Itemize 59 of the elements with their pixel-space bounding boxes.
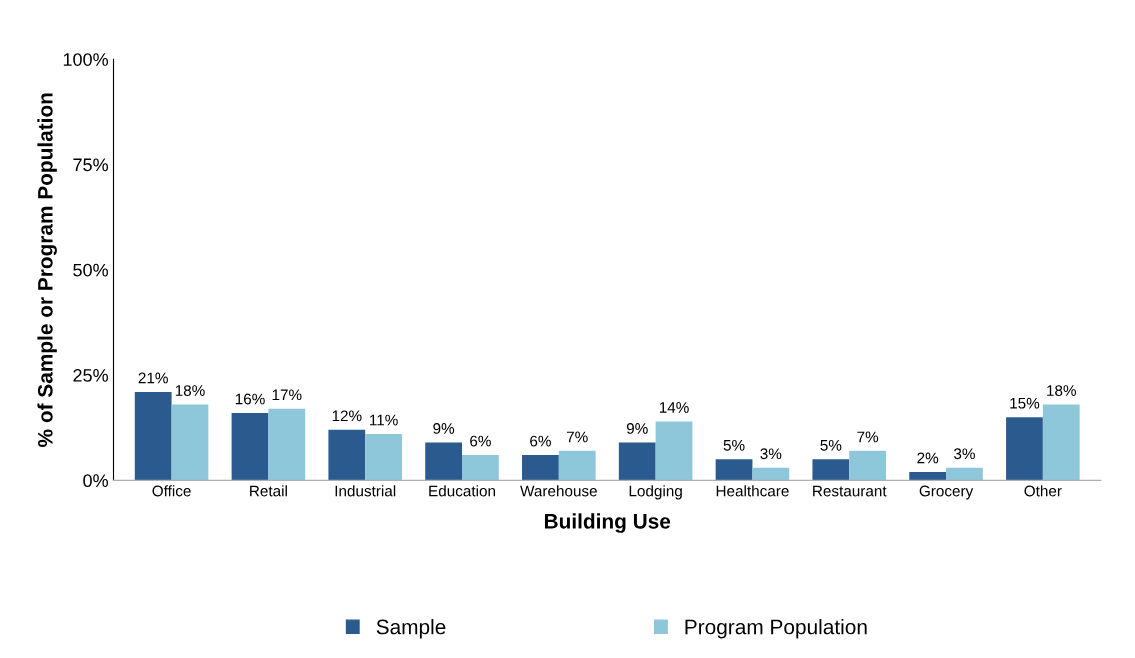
data-label: 14% <box>659 402 689 413</box>
bar <box>462 455 499 481</box>
y-tick-label: 25% <box>73 368 108 382</box>
x-axis-title: Building Use <box>544 513 671 533</box>
bar <box>655 421 693 481</box>
data-label: 7% <box>566 431 588 443</box>
bar <box>909 471 947 481</box>
x-tick-label: Office <box>152 485 191 497</box>
x-tick-label: Retail <box>250 485 287 497</box>
bar <box>268 408 306 481</box>
x-tick-label: Education <box>429 485 495 497</box>
bar <box>365 434 402 481</box>
legend-label: Sample <box>376 619 446 639</box>
bar <box>558 450 596 481</box>
x-tick-label: Restaurant <box>813 485 887 497</box>
data-label: 6% <box>530 435 551 447</box>
data-label: 3% <box>953 448 975 460</box>
bar <box>618 442 656 481</box>
data-label: 5% <box>820 439 842 451</box>
data-label: 11% <box>370 414 398 426</box>
data-label: 18% <box>1047 385 1076 396</box>
y-axis-title: % of Sample or Program Population <box>37 93 57 447</box>
y-tick-label: 100% <box>63 53 108 66</box>
x-tick-label: Lodging <box>629 485 682 500</box>
data-label: 9% <box>626 423 648 434</box>
bar <box>1006 417 1043 481</box>
data-label: 18% <box>175 385 205 396</box>
data-label: 3% <box>760 448 782 460</box>
x-tick-label: Other <box>1024 485 1062 497</box>
bar <box>134 391 172 481</box>
bar <box>715 459 753 481</box>
bar <box>752 467 790 481</box>
x-tick-label: Healthcare <box>716 485 789 497</box>
bar <box>231 412 269 481</box>
y-tick-label: 50% <box>73 263 108 277</box>
bar <box>425 442 463 481</box>
data-label: 12% <box>332 410 362 422</box>
x-tick-label: Grocery <box>919 485 974 500</box>
y-tick-label: 0% <box>83 474 108 488</box>
data-label: 17% <box>272 389 302 401</box>
x-tick-label: Warehouse <box>520 485 597 497</box>
bar <box>849 450 887 481</box>
bar <box>812 459 850 481</box>
bar <box>522 455 559 481</box>
data-label: 6% <box>470 435 491 447</box>
data-label: 5% <box>723 439 745 451</box>
data-label: 2% <box>917 452 939 464</box>
x-tick-label: Industrial <box>335 485 396 497</box>
legend-label: Program Population <box>685 619 867 639</box>
data-label: 7% <box>857 431 879 443</box>
data-label: 15% <box>1010 397 1040 409</box>
bar <box>1042 404 1080 481</box>
bar <box>946 467 983 481</box>
data-label: 9% <box>433 423 455 434</box>
y-tick-label: 75% <box>73 158 108 172</box>
data-label: 16% <box>235 393 265 405</box>
data-label: 21% <box>138 372 168 384</box>
bar <box>328 429 366 481</box>
bar <box>171 404 209 481</box>
